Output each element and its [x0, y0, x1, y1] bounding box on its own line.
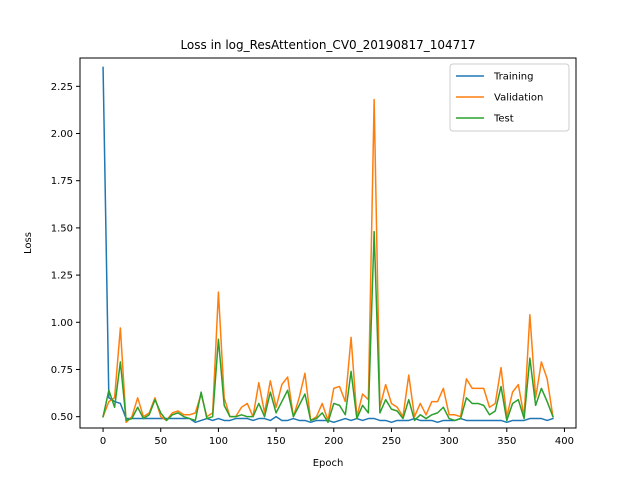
y-axis-label: Loss	[23, 232, 34, 254]
series-line-test	[102, 230, 554, 424]
x-tick-label: 100	[209, 436, 228, 447]
x-tick-label: 400	[555, 436, 574, 447]
y-tick-label: 1.50	[51, 223, 73, 234]
x-tick-label: 0	[100, 436, 106, 447]
x-tick-label: 200	[324, 436, 343, 447]
legend-label-training: Training	[493, 72, 533, 83]
chart-title: Loss in log_ResAttention_CV0_20190817_10…	[180, 38, 475, 52]
x-tick-label: 300	[440, 436, 459, 447]
plot-frame	[79, 57, 577, 429]
y-tick-label: 0.75	[51, 365, 73, 376]
y-tick-label: 2.00	[51, 129, 73, 140]
x-axis-label: Epoch	[313, 458, 344, 469]
series-lines	[102, 66, 554, 424]
legend-box	[449, 63, 570, 132]
legend-items: Training Validation Test	[456, 72, 543, 125]
legend: Training Validation Test	[449, 63, 570, 132]
y-tick-label: 1.75	[51, 176, 73, 187]
x-tick-label: 150	[267, 436, 286, 447]
y-tick-label: 1.25	[51, 271, 73, 282]
legend-label-validation: Validation	[494, 93, 543, 104]
y-tick-label: 1.00	[51, 318, 73, 329]
x-axis: 0 50 100 150 200 250 300 350 400	[100, 428, 574, 447]
legend-label-test: Test	[493, 114, 514, 125]
y-tick-label: 0.50	[51, 412, 73, 423]
x-tick-label: 50	[154, 436, 167, 447]
plot-area	[79, 57, 577, 429]
y-axis: 0.50 0.75 1.00 1.25 1.50 1.75 2.00 2.25	[51, 82, 80, 423]
y-tick-label: 2.25	[51, 82, 73, 93]
x-tick-label: 250	[382, 436, 401, 447]
x-tick-label: 350	[497, 436, 516, 447]
